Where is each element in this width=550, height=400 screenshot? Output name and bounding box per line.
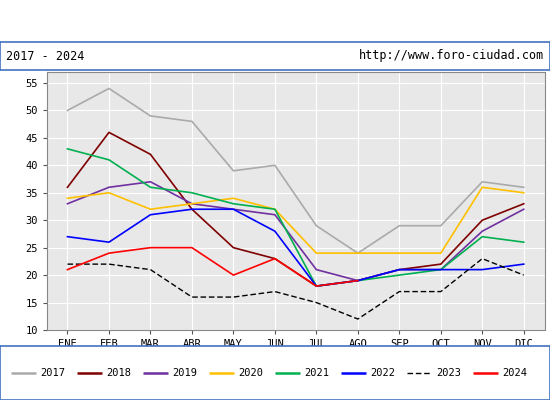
Text: 2018: 2018 (106, 368, 131, 378)
Text: 2023: 2023 (436, 368, 461, 378)
Text: 2017: 2017 (40, 368, 65, 378)
Text: 2020: 2020 (238, 368, 263, 378)
Text: http://www.foro-ciudad.com: http://www.foro-ciudad.com (359, 50, 544, 62)
Text: 2022: 2022 (370, 368, 395, 378)
Text: 2024: 2024 (502, 368, 527, 378)
Text: 2017 - 2024: 2017 - 2024 (6, 50, 84, 62)
Text: Evolucion del paro registrado en Vinuesa: Evolucion del paro registrado en Vinuesa (100, 14, 450, 28)
Text: 2021: 2021 (304, 368, 329, 378)
Text: 2019: 2019 (172, 368, 197, 378)
